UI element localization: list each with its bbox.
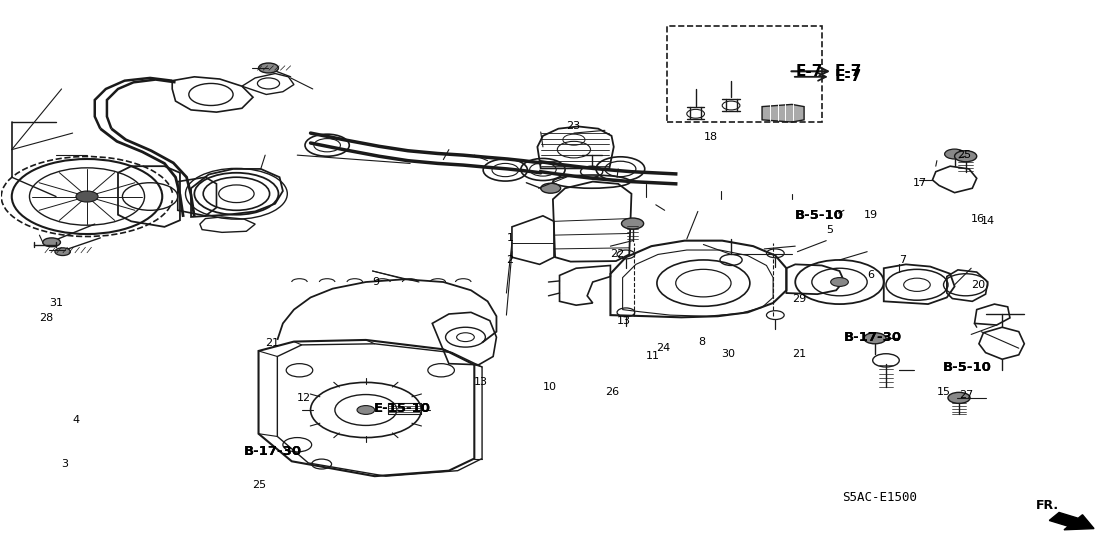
Text: 7: 7 [900,255,906,265]
Text: B-17-30: B-17-30 [844,331,902,343]
Text: 11: 11 [646,352,660,362]
Text: 26: 26 [605,387,619,398]
Text: 30: 30 [721,349,735,359]
Text: 5: 5 [827,225,833,234]
Text: B-17-30: B-17-30 [244,445,302,458]
Text: 25: 25 [957,150,971,160]
Text: 2: 2 [506,255,513,265]
Text: FR.: FR. [1035,499,1058,512]
Bar [667,25,822,122]
Text: 22: 22 [611,249,625,259]
Text: B-5-10: B-5-10 [943,361,992,374]
Text: 31: 31 [50,298,63,308]
Text: 24: 24 [656,343,670,353]
Text: 21: 21 [792,349,806,359]
Text: 25: 25 [252,480,266,490]
Text: B-17-30: B-17-30 [244,445,302,458]
Text: E-7: E-7 [796,64,822,79]
Text: 17: 17 [913,178,926,187]
Text: 20: 20 [972,280,985,290]
Text: B-5-10: B-5-10 [943,361,992,374]
Text: 3: 3 [62,459,69,469]
FancyArrow shape [1049,513,1094,530]
Text: B-17-30: B-17-30 [844,331,902,343]
Text: 18: 18 [704,133,718,143]
Circle shape [948,392,971,403]
Text: 13: 13 [474,377,489,388]
Text: 19: 19 [864,210,878,220]
Text: 4: 4 [73,415,80,425]
Text: 12: 12 [297,393,311,403]
Text: E-7: E-7 [835,69,862,84]
Circle shape [258,63,278,73]
Circle shape [541,183,561,193]
Text: 21: 21 [265,338,279,348]
Circle shape [55,248,71,255]
Circle shape [622,218,644,229]
Circle shape [955,151,977,162]
Text: 13: 13 [617,316,632,326]
Text: 15: 15 [937,387,951,398]
Circle shape [76,191,99,202]
Text: 28: 28 [40,313,53,323]
Polygon shape [762,105,804,122]
Text: 9: 9 [372,277,380,287]
Text: E-7: E-7 [835,64,862,79]
Circle shape [864,333,886,344]
Text: B-5-10: B-5-10 [796,210,844,222]
Text: 27: 27 [960,390,973,400]
Text: B-5-10: B-5-10 [796,210,844,222]
Circle shape [43,238,61,247]
Text: 29: 29 [792,294,807,304]
Text: E-15-10: E-15-10 [373,403,431,415]
Circle shape [945,149,965,159]
Text: E-15-10: E-15-10 [373,403,431,415]
Circle shape [831,278,849,286]
Text: 6: 6 [868,270,874,280]
Text: 16: 16 [972,213,985,223]
Text: 8: 8 [698,337,705,347]
Text: S5AC-E1500: S5AC-E1500 [842,491,916,504]
Text: 14: 14 [982,216,995,226]
Text: 10: 10 [543,382,557,392]
Text: 1: 1 [506,233,513,243]
Text: 23: 23 [566,122,581,132]
Circle shape [357,405,375,414]
